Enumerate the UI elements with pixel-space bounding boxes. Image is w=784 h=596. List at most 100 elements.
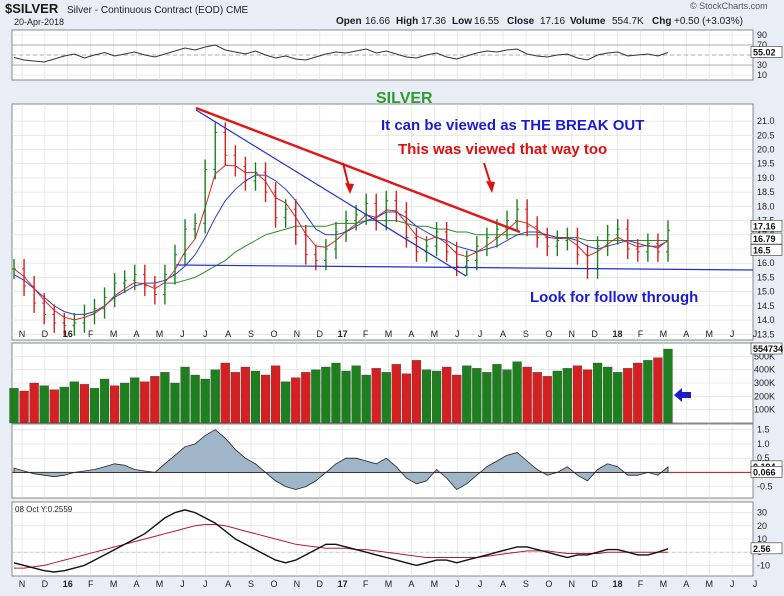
macd-y-tick: -0.5 [757, 482, 773, 492]
grid-lines [12, 30, 756, 576]
x-tick-label: M [431, 329, 439, 339]
volume-last-tag: 554734 [753, 344, 783, 354]
volume-bar [623, 368, 633, 424]
x-tick-label: F [88, 579, 94, 589]
volume-bar [532, 372, 542, 424]
x-tick-label: F [363, 579, 369, 589]
volume-bar [401, 373, 412, 424]
macd-y-tick: 0.5 [757, 453, 770, 463]
volume-bar [472, 368, 482, 424]
volume-last-tag-box [750, 342, 783, 355]
x-tick-label: J [203, 329, 208, 339]
volume-bar [79, 384, 90, 424]
annotation-follow-through: Look for follow through [530, 289, 698, 306]
x-tick-label: A [225, 329, 231, 339]
price-y-tick: 20.5 [757, 130, 775, 140]
x-tick-label: M [705, 329, 713, 339]
x-tick-label: O [270, 579, 277, 589]
rsi-series [12, 44, 753, 66]
macd-series [12, 429, 753, 491]
volume-bar [220, 362, 230, 424]
volume-bar [562, 368, 572, 424]
x-tick-label: 16 [63, 329, 73, 339]
arrow-icon-right [483, 162, 495, 193]
x-tick-label: D [591, 579, 598, 589]
volume-bar [351, 365, 361, 424]
sma50-last-tag: 16.79 [753, 234, 776, 244]
volume-bar [260, 374, 271, 424]
volume-bar [381, 372, 391, 424]
volume-bar [502, 369, 512, 424]
copyright: © StockCharts.com [690, 1, 768, 11]
volume-bar [150, 376, 160, 424]
rsi-y-tick: 90 [757, 30, 767, 40]
x-tick-label: O [545, 579, 552, 589]
volume-bar [200, 378, 210, 424]
downtrend-line-red [195, 106, 521, 234]
volume-bar [250, 370, 261, 424]
x-tick-label: J [730, 579, 735, 589]
open-label: Open [336, 16, 362, 27]
ema-line [13, 164, 669, 321]
volume-bar [431, 370, 442, 424]
x-tick-label: J [730, 329, 735, 339]
rsi-y-tick: 10 [757, 70, 767, 80]
x-tick-label: N [19, 579, 26, 589]
price-y-tick: 21.0 [757, 116, 775, 126]
x-tick-label: A [408, 579, 414, 589]
x-tick-label: M [110, 329, 118, 339]
price-y-tick: 16.0 [757, 258, 775, 268]
price-y-tick: 14.5 [757, 301, 775, 311]
price-y-tick: 20.0 [757, 144, 775, 154]
x-tick-label: A [683, 579, 689, 589]
volume-bar [542, 376, 552, 424]
volume-bar [9, 388, 19, 424]
x-tick-label: M [156, 579, 164, 589]
volume-label: Volume [570, 16, 606, 27]
x-tick-label: J [455, 579, 460, 589]
volume-bar [371, 368, 381, 424]
x-tick-label: D [42, 329, 49, 339]
low-label: Low [452, 16, 472, 27]
price-y-tick: 19.0 [757, 173, 775, 183]
x-tick-label: N [294, 579, 301, 589]
macd-histogram [13, 429, 669, 491]
x-tick-label: F [638, 329, 644, 339]
volume-bar [130, 377, 140, 424]
volume-bar [613, 372, 623, 424]
x-tick-label: D [317, 579, 324, 589]
volume-bar [321, 366, 331, 424]
x-tick-label: M [156, 329, 164, 339]
volume-bar [69, 381, 79, 424]
x-tick-label: 17 [338, 579, 348, 589]
rsi-y-tick: 30 [757, 60, 767, 70]
x-tick-label: D [42, 579, 49, 589]
x-tick-label: S [248, 329, 254, 339]
volume-bar [361, 374, 371, 424]
osc-y-tick: 30 [757, 508, 767, 518]
x-tick-label: O [545, 329, 552, 339]
chart-date: 20-Apr-2018 [14, 17, 64, 27]
volume-bar [29, 382, 39, 424]
volume-bar [341, 370, 351, 424]
volume-bar [452, 374, 462, 424]
x-tick-label: J [478, 329, 483, 339]
x-tick-label: J [203, 579, 208, 589]
volume-y-tick: 400K [754, 365, 775, 375]
close-label: Close [507, 16, 535, 27]
volume-bar [160, 372, 170, 424]
x-tick-label: 18 [613, 329, 623, 339]
x-tick-label: M [660, 579, 668, 589]
volume-bar [170, 382, 180, 424]
symbol: $SILVER [5, 1, 59, 16]
volume-bar [643, 360, 653, 424]
x-tick-label: F [363, 329, 369, 339]
x-tick-label: 17 [338, 329, 348, 339]
osc-y-tick: 10 [757, 534, 767, 544]
volume-series [9, 348, 673, 424]
volume-bar [291, 377, 301, 424]
price-series [12, 122, 670, 336]
x-tick-label: S [523, 329, 529, 339]
volume-bar [240, 366, 251, 424]
